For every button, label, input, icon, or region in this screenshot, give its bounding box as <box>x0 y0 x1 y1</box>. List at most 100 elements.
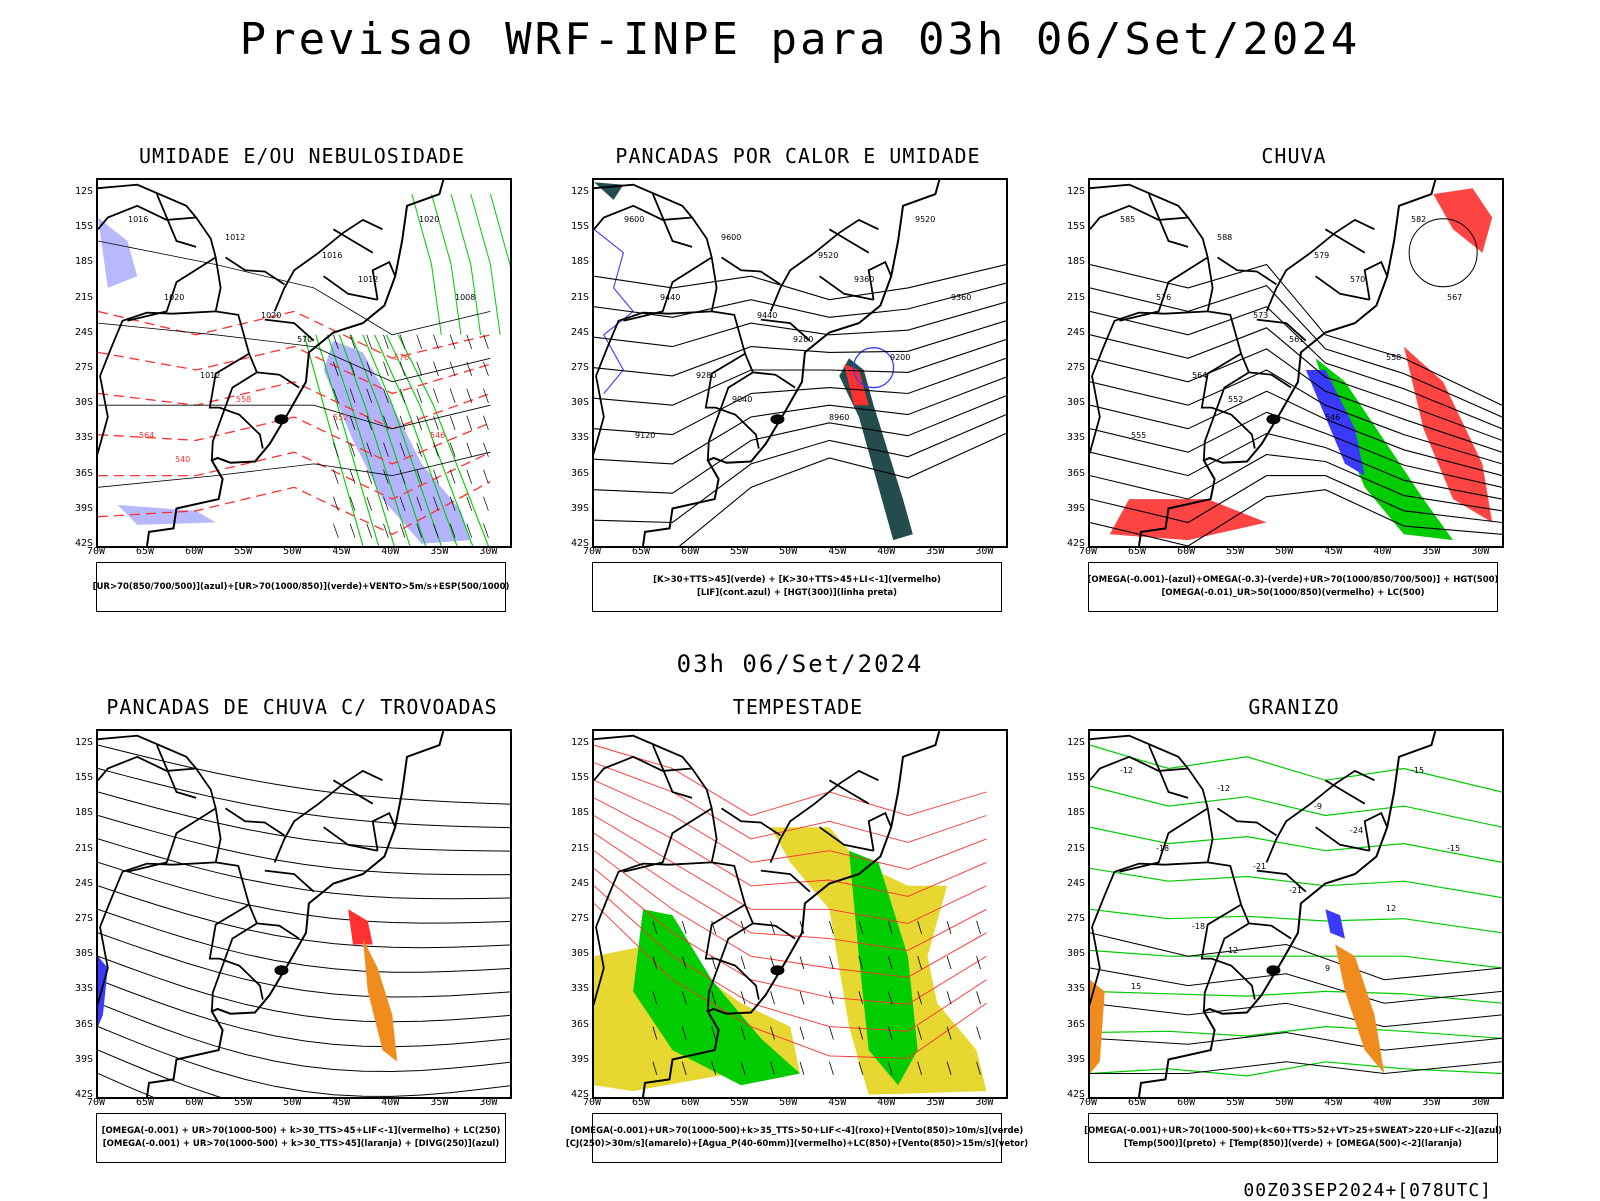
hgt300-contour <box>594 357 1006 436</box>
lon-tick-label: 65W <box>632 1097 651 1108</box>
contour-label: 1016 <box>128 215 148 224</box>
instability-area-north <box>594 182 624 200</box>
wind-vector <box>366 469 373 484</box>
border <box>208 352 264 449</box>
contour-label: 1020 <box>261 311 281 320</box>
border <box>1265 769 1375 863</box>
border <box>1248 922 1292 940</box>
lon-tick-label: 55W <box>1226 1097 1245 1108</box>
temp850-contour <box>1090 826 1502 863</box>
contour-label: 1020 <box>164 293 184 302</box>
lon-tick-label: 40W <box>381 546 400 557</box>
temp850-contour <box>1090 785 1502 828</box>
lon-tick-label: 30W <box>975 546 994 557</box>
lat-tick-label: 33S <box>74 983 93 995</box>
wind-vector <box>449 361 456 377</box>
streamline-250 <box>98 744 510 805</box>
lon-tick-label: 30W <box>1471 546 1490 557</box>
wind-vector <box>433 523 439 538</box>
wind-vector <box>433 442 439 457</box>
lon-tick-label: 30W <box>1471 1097 1490 1108</box>
border <box>1090 926 1101 1006</box>
border <box>1200 903 1256 1000</box>
wind-vector <box>466 469 473 484</box>
hgt300-contour <box>594 376 1006 465</box>
border <box>225 256 285 286</box>
lat-tick-label: 36S <box>1066 1018 1085 1030</box>
wind-vector-850-15ms <box>799 956 805 970</box>
wind-vector-850-15ms <box>858 1061 864 1075</box>
contour-label: 546 <box>1325 413 1340 422</box>
border <box>706 353 755 461</box>
border <box>1315 275 1370 301</box>
wind-vector-850-15ms <box>770 920 775 935</box>
panel-title-granizo: GRANIZO <box>1248 695 1340 719</box>
lat-tick-label: 42S <box>570 1089 589 1100</box>
wind-vector <box>366 361 373 377</box>
border <box>371 260 397 300</box>
moisture-contour-1000-850 <box>411 193 442 335</box>
lon-tick-label: 35W <box>430 546 449 557</box>
lat-tick-label: 21S <box>74 842 93 854</box>
wind-vector <box>349 442 356 457</box>
lon-tick-label: 50W <box>283 546 302 557</box>
lat-tick-label: 18S <box>74 807 93 819</box>
contour-label: 9200 <box>890 353 910 362</box>
wind-vector <box>366 442 373 457</box>
wind-vector-850-15ms <box>770 1061 775 1075</box>
lon-tick-label: 35W <box>926 546 945 557</box>
border <box>99 310 216 377</box>
border <box>208 903 264 1000</box>
wind-vector-850-15ms <box>681 1026 687 1040</box>
streamline-850 <box>594 779 987 870</box>
rain-area-omega-ur50 <box>1433 188 1493 253</box>
lat-tick-label: 27S <box>1066 913 1085 925</box>
lon-tick-label: 50W <box>779 1097 798 1108</box>
lat-tick-label: 12S <box>570 737 589 749</box>
border <box>1091 310 1208 377</box>
moisture-contour-1000-850 <box>374 334 458 546</box>
lat-tick-label: 36S <box>570 1018 589 1030</box>
lat-tick-label: 39S <box>1066 502 1085 514</box>
hgt500-contour <box>1090 327 1502 441</box>
border <box>1148 193 1189 248</box>
border <box>769 769 879 863</box>
wind-vector <box>483 415 489 431</box>
wind-vector-850-15ms <box>740 920 746 935</box>
lat-tick-label: 39S <box>570 1053 589 1065</box>
wind-vector-850-15ms <box>711 991 716 1005</box>
border <box>1315 826 1370 852</box>
wind-vector <box>333 442 339 457</box>
panel-title-pancadas-calor: PANCADAS POR CALOR E UMIDADE <box>615 144 981 168</box>
wind-vector <box>366 415 373 431</box>
geography <box>594 731 941 1097</box>
lat-tick-label: 18S <box>570 807 589 819</box>
lat-tick-label: 18S <box>570 256 589 268</box>
contour-label: 9520 <box>915 215 935 224</box>
contour-label: 564 <box>139 431 154 440</box>
wind-vector <box>383 361 389 377</box>
lat-tick-label: 30S <box>570 948 589 960</box>
wind-vector <box>483 496 489 511</box>
legend-line: [OMEGA(-0.001) + UR>70(1000-500) + k>30_… <box>102 1139 500 1149</box>
streamline-850 <box>594 815 987 924</box>
wind-vector-850-15ms <box>829 920 834 935</box>
lon-tick-label: 30W <box>975 1097 994 1108</box>
hgt300-contour <box>594 395 1006 494</box>
wind-vector-850-15ms <box>976 991 981 1005</box>
lat-tick-label: 30S <box>1066 397 1085 409</box>
temp850-contour <box>1090 867 1502 899</box>
border <box>760 869 811 893</box>
wind-vector <box>466 388 473 404</box>
contour-label: 576 <box>1156 293 1171 302</box>
wind-vector-850-15ms <box>770 991 775 1005</box>
temp850-contour <box>1090 744 1502 793</box>
lon-tick-label: 70W <box>1078 1097 1098 1108</box>
wind-vector <box>366 334 373 350</box>
contour-label: 9440 <box>660 293 680 302</box>
lon-tick-label: 45W <box>1324 1097 1343 1108</box>
lat-tick-label: 24S <box>74 326 93 338</box>
wind-vector <box>449 442 456 457</box>
wind-vector <box>399 469 406 484</box>
wind-vector-850-15ms <box>711 1061 716 1075</box>
